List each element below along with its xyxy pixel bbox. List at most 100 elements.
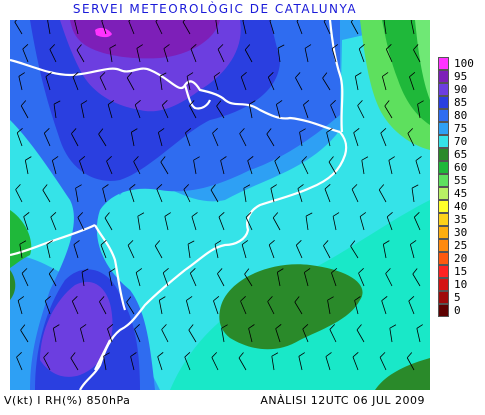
wind-barb bbox=[49, 49, 57, 63]
wind-barb-feather bbox=[409, 72, 416, 78]
wind-barb bbox=[190, 48, 197, 63]
wind-barb bbox=[100, 244, 107, 259]
wind-barb-feather bbox=[70, 352, 76, 359]
wind-barb-feather bbox=[136, 44, 143, 49]
humidity-zone-45-ne bbox=[415, 20, 430, 100]
wind-barb bbox=[188, 329, 197, 343]
wind-barb-feather bbox=[99, 296, 105, 302]
wind-barb bbox=[354, 300, 359, 315]
wind-barb bbox=[24, 160, 29, 175]
wind-barb-feather bbox=[158, 128, 165, 133]
wind-barb bbox=[332, 216, 337, 231]
wind-barb bbox=[20, 329, 29, 343]
humidity-zone-100 bbox=[95, 27, 112, 38]
wind-barb bbox=[185, 300, 191, 315]
wind-barb bbox=[46, 244, 51, 259]
wind-barb bbox=[410, 20, 415, 35]
wind-barb-feather bbox=[213, 296, 220, 302]
wind-barb-feather bbox=[79, 156, 86, 162]
wind-barb-feather bbox=[104, 212, 110, 219]
wind-barb bbox=[328, 161, 337, 175]
wind-barb-feather bbox=[385, 268, 391, 274]
wind-barb-feather bbox=[248, 324, 255, 329]
wind-barb-feather bbox=[267, 296, 273, 302]
wind-barb-feather bbox=[358, 44, 365, 50]
wind-barb-feather bbox=[301, 156, 308, 162]
wind-barb-feather bbox=[106, 156, 112, 162]
wind-barb-feather bbox=[212, 128, 218, 134]
wind-barb-feather bbox=[160, 156, 166, 163]
legend-label: 95 bbox=[454, 70, 468, 83]
legend-swatch bbox=[438, 83, 449, 96]
wind-barb bbox=[248, 328, 253, 343]
wind-barb bbox=[134, 104, 141, 119]
wind-barb bbox=[72, 76, 79, 91]
wind-barb bbox=[135, 272, 141, 287]
wind-barb bbox=[45, 76, 51, 91]
wind-barb bbox=[239, 133, 247, 147]
legend-label: 0 bbox=[454, 304, 461, 317]
wind-barb bbox=[385, 273, 393, 287]
wind-barb bbox=[44, 300, 51, 315]
wind-barb-feather bbox=[131, 128, 138, 133]
wind-barb bbox=[50, 216, 57, 231]
wind-barb bbox=[359, 216, 365, 231]
wind-barb bbox=[163, 48, 169, 63]
wind-barb bbox=[238, 357, 247, 371]
wind-barb bbox=[350, 21, 359, 35]
wind-barb bbox=[186, 76, 191, 91]
wind-barb bbox=[384, 105, 393, 119]
wind-barb-feather bbox=[154, 240, 161, 247]
wind-barb-feather bbox=[299, 128, 306, 133]
legend-swatch bbox=[438, 174, 449, 187]
wind-barb-feather bbox=[107, 100, 115, 105]
wind-barb bbox=[406, 357, 415, 371]
legend-item: 10 bbox=[438, 278, 485, 291]
wind-barb bbox=[80, 104, 85, 119]
wind-barb-feather bbox=[413, 44, 419, 50]
wind-barb-feather bbox=[324, 184, 331, 190]
wind-barb bbox=[304, 48, 309, 63]
wind-barb-feather bbox=[414, 212, 420, 218]
legend-label: 75 bbox=[454, 122, 468, 135]
wind-barb-feather bbox=[415, 156, 422, 161]
legend-label: 60 bbox=[454, 161, 468, 174]
legend-swatch bbox=[438, 70, 449, 83]
wind-barb-feather bbox=[277, 44, 285, 49]
legend-label: 65 bbox=[454, 148, 468, 161]
legend-item: 60 bbox=[438, 161, 485, 174]
wind-barb-feather bbox=[332, 212, 340, 217]
wind-barb bbox=[248, 104, 253, 119]
wind-barb bbox=[299, 132, 303, 147]
legend-label: 90 bbox=[454, 83, 468, 96]
wind-barb-feather bbox=[130, 352, 137, 357]
legend-item: 30 bbox=[438, 226, 485, 239]
wind-barb-feather bbox=[383, 240, 390, 245]
wind-barb bbox=[272, 217, 281, 231]
wind-barb bbox=[98, 133, 107, 147]
wind-barb-feather bbox=[361, 156, 369, 161]
legend-item: 35 bbox=[438, 213, 485, 226]
wind-barb bbox=[103, 356, 107, 371]
wind-barb bbox=[42, 189, 51, 203]
wind-barb-feather bbox=[238, 352, 244, 359]
wind-barb bbox=[302, 328, 309, 343]
wind-barb-feather bbox=[323, 20, 326, 22]
legend-item: 15 bbox=[438, 265, 485, 278]
wind-barb-feather bbox=[46, 240, 53, 245]
wind-barb-feather bbox=[52, 156, 59, 161]
wind-barb-feather bbox=[135, 268, 143, 273]
wind-barb bbox=[52, 328, 57, 343]
wind-barb-feather bbox=[244, 44, 251, 51]
legend-label: 25 bbox=[454, 239, 468, 252]
wind-barb bbox=[215, 20, 219, 35]
wind-barb-feather bbox=[221, 324, 228, 329]
wind-barb bbox=[134, 328, 141, 343]
legend-swatch bbox=[438, 57, 449, 70]
legend-swatch bbox=[438, 291, 449, 304]
mediterranean-coast bbox=[79, 131, 348, 390]
wind-barb bbox=[76, 49, 85, 63]
wind-barb-feather bbox=[243, 184, 251, 189]
wind-barb bbox=[358, 48, 365, 63]
wind-barb bbox=[189, 273, 197, 287]
